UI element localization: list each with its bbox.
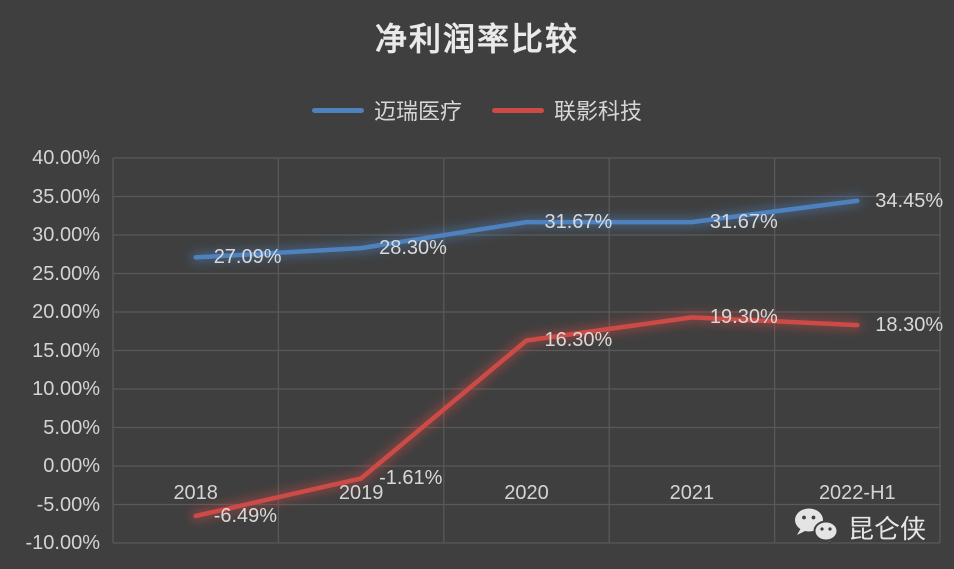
data-label: 27.09% — [213, 246, 282, 269]
chart-title: 净利润率比较 — [374, 21, 579, 57]
blue-line-swatch-icon — [311, 107, 364, 113]
data-label: 31.67% — [544, 211, 613, 234]
gridlines — [112, 157, 941, 544]
data-label: 18.30% — [875, 314, 944, 337]
y-tick-label: 25.00% — [32, 262, 100, 285]
series-line-0 — [193, 198, 860, 260]
x-tick-label: 2020 — [504, 482, 549, 504]
data-label: 34.45% — [875, 189, 944, 212]
legend-item-mindray: 迈瑞医疗 — [311, 94, 462, 126]
y-tick-label: 10.00% — [32, 378, 100, 400]
data-label: 28.30% — [379, 237, 447, 260]
y-tick-label: 35.00% — [32, 185, 100, 208]
data-label: 19.30% — [709, 306, 778, 329]
y-tick-label: 40.00% — [32, 147, 100, 169]
series-line-1 — [193, 315, 860, 519]
y-tick-label: 0.00% — [43, 455, 100, 477]
x-tick-label: 2021 — [669, 482, 715, 504]
wechat-icon — [794, 508, 839, 545]
y-tick-label: 20.00% — [32, 301, 100, 323]
legend-label-mindray: 迈瑞医疗 — [373, 99, 462, 124]
data-label: 31.67% — [709, 211, 778, 234]
y-tick-label: 30.00% — [32, 224, 100, 246]
legend-label-united-imaging: 联影科技 — [554, 99, 643, 124]
watermark: 昆仑侠 — [794, 507, 926, 547]
y-tick-label: 15.00% — [32, 339, 100, 362]
chart-legend: 迈瑞医疗 联影科技 — [0, 94, 954, 126]
y-tick-label: -5.00% — [36, 493, 100, 516]
x-tick-label: 2019 — [338, 482, 384, 504]
data-label: 16.30% — [544, 329, 613, 352]
y-tick-label: -10.00% — [25, 532, 101, 554]
x-tick-label: 2018 — [173, 482, 218, 504]
legend-item-united-imaging: 联影科技 — [492, 94, 642, 126]
red-line-swatch-icon — [492, 107, 544, 113]
y-tick-label: 5.00% — [43, 416, 100, 439]
data-label: -6.49% — [213, 504, 278, 527]
watermark-text: 昆仑侠 — [847, 513, 926, 544]
series-lines — [190, 195, 863, 522]
data-label: -1.61% — [379, 467, 443, 490]
x-tick-label: 2022-H1 — [818, 482, 896, 504]
